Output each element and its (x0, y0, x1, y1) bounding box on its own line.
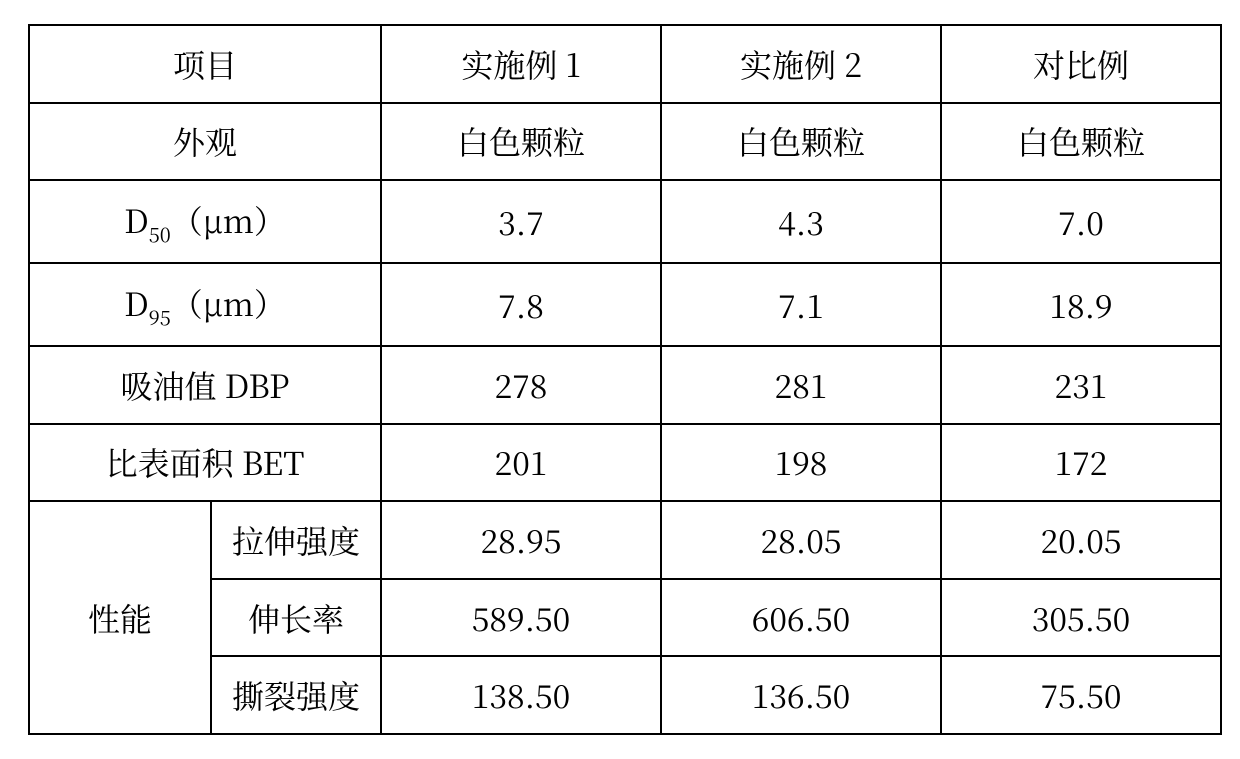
cell: 3.7 (381, 180, 661, 263)
table-row: 项目 实施例 1 实施例 2 对比例 (29, 25, 1221, 103)
table-row: 性能 拉伸强度 28.95 28.05 20.05 (29, 501, 1221, 579)
cell: 589.50 (381, 579, 661, 657)
table-row: 比表面积 BET 201 198 172 (29, 424, 1221, 502)
col-header-item: 项目 (29, 25, 381, 103)
col-header-ex2: 实施例 2 (661, 25, 941, 103)
table-row: D50（µm） 3.7 4.3 7.0 (29, 180, 1221, 263)
cell: 7.0 (941, 180, 1221, 263)
cell: 28.05 (661, 501, 941, 579)
cell: 281 (661, 346, 941, 424)
group-label: 性能 (29, 501, 211, 734)
cell: 20.05 (941, 501, 1221, 579)
cell: 231 (941, 346, 1221, 424)
cell: 201 (381, 424, 661, 502)
cell: 28.95 (381, 501, 661, 579)
cell: 白色颗粒 (661, 103, 941, 181)
cell: 138.50 (381, 656, 661, 734)
sub-label: 撕裂强度 (211, 656, 381, 734)
row-label: 比表面积 BET (29, 424, 381, 502)
data-table-container: 项目 实施例 1 实施例 2 对比例 外观 白色颗粒 白色颗粒 白色颗粒 D50… (0, 0, 1240, 759)
cell: 278 (381, 346, 661, 424)
cell: 7.1 (661, 263, 941, 346)
cell: 606.50 (661, 579, 941, 657)
row-label: 吸油值 DBP (29, 346, 381, 424)
sub-label: 拉伸强度 (211, 501, 381, 579)
col-header-comp: 对比例 (941, 25, 1221, 103)
col-header-ex1: 实施例 1 (381, 25, 661, 103)
cell: 172 (941, 424, 1221, 502)
table-row: D95（µm） 7.8 7.1 18.9 (29, 263, 1221, 346)
cell: 75.50 (941, 656, 1221, 734)
row-label-d95: D95（µm） (29, 263, 381, 346)
table-row: 外观 白色颗粒 白色颗粒 白色颗粒 (29, 103, 1221, 181)
sub-label: 伸长率 (211, 579, 381, 657)
data-table: 项目 实施例 1 实施例 2 对比例 外观 白色颗粒 白色颗粒 白色颗粒 D50… (28, 24, 1222, 735)
cell: 18.9 (941, 263, 1221, 346)
cell: 白色颗粒 (941, 103, 1221, 181)
table-row: 吸油值 DBP 278 281 231 (29, 346, 1221, 424)
cell: 136.50 (661, 656, 941, 734)
cell: 305.50 (941, 579, 1221, 657)
cell: 白色颗粒 (381, 103, 661, 181)
cell: 4.3 (661, 180, 941, 263)
row-label: 外观 (29, 103, 381, 181)
cell: 198 (661, 424, 941, 502)
cell: 7.8 (381, 263, 661, 346)
row-label-d50: D50（µm） (29, 180, 381, 263)
